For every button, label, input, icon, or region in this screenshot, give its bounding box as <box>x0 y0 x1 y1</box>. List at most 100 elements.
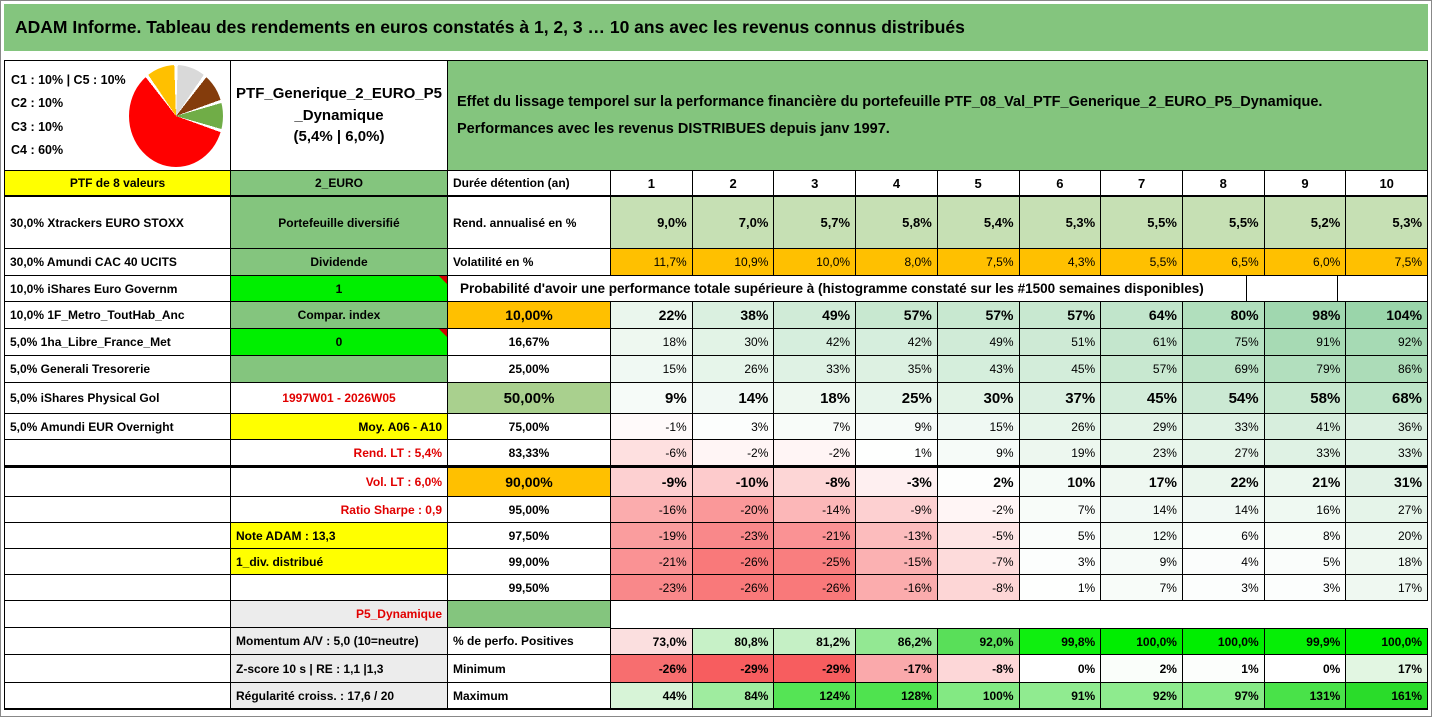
data-cell[interactable]: 57% <box>1101 356 1183 383</box>
row-header-cell[interactable]: Minimum <box>448 655 611 683</box>
data-cell[interactable]: 7% <box>774 414 857 440</box>
data-cell[interactable]: 3% <box>1264 575 1347 601</box>
row-header-cell[interactable]: Durée détention (an) <box>448 171 611 197</box>
holding-cell[interactable] <box>5 549 231 575</box>
data-cell[interactable]: 104% <box>1346 302 1429 329</box>
data-cell[interactable]: 8,0% <box>856 249 938 276</box>
holding-cell[interactable]: 5,0% Generali Tresorerie <box>5 356 231 383</box>
data-cell[interactable]: 18% <box>1346 549 1429 575</box>
data-cell[interactable]: -14% <box>774 497 857 523</box>
data-cell[interactable]: 4,3% <box>1019 249 1102 276</box>
data-cell[interactable]: -26% <box>692 549 775 575</box>
data-cell[interactable]: 131% <box>1264 683 1347 710</box>
data-cell[interactable]: 42% <box>856 329 938 356</box>
data-cell[interactable]: 54% <box>1182 383 1265 414</box>
label-cell[interactable]: Moy. A06 - A10 <box>231 414 448 440</box>
label-cell[interactable] <box>231 356 448 383</box>
data-cell[interactable]: -7% <box>937 549 1020 575</box>
data-cell[interactable]: 4% <box>1182 549 1265 575</box>
row-header-cell[interactable]: 75,00% <box>448 414 611 440</box>
row-header-cell[interactable]: 83,33% <box>448 440 611 466</box>
data-cell[interactable]: 86,2% <box>856 628 938 655</box>
data-cell[interactable]: 161% <box>1346 683 1429 710</box>
label-cell[interactable]: Dividende <box>231 249 448 276</box>
data-cell[interactable]: 33% <box>1264 440 1347 466</box>
data-cell[interactable]: 30% <box>692 329 775 356</box>
data-cell[interactable]: 26% <box>692 356 775 383</box>
data-cell[interactable]: 61% <box>1101 329 1183 356</box>
data-cell[interactable]: 97% <box>1182 683 1265 710</box>
label-cell[interactable] <box>231 575 448 601</box>
data-cell[interactable]: 57% <box>856 302 938 329</box>
data-cell[interactable]: -3% <box>856 466 938 497</box>
holding-cell[interactable] <box>5 523 231 549</box>
data-cell[interactable]: 22% <box>1182 466 1265 497</box>
data-cell[interactable]: 80,8% <box>692 628 775 655</box>
data-cell[interactable]: -13% <box>856 523 938 549</box>
data-cell[interactable]: 21% <box>1264 466 1347 497</box>
data-cell[interactable]: 27% <box>1182 440 1265 466</box>
description-cell[interactable]: Effet du lissage temporel sur la perform… <box>448 61 1428 171</box>
data-cell[interactable]: 11,7% <box>611 249 693 276</box>
data-cell[interactable]: 23% <box>1101 440 1183 466</box>
label-cell[interactable]: Momentum A/V : 5,0 (10=neutre) <box>231 628 448 655</box>
row-header-cell[interactable]: Volatilité en % <box>448 249 611 276</box>
year-header-cell[interactable]: 3 <box>774 171 857 197</box>
data-cell[interactable]: 99,8% <box>1019 628 1102 655</box>
sheet-title-cell[interactable]: ADAM Informe. Tableau des rendements en … <box>4 4 1428 51</box>
row-header-cell[interactable]: 10,00% <box>448 302 611 329</box>
data-cell[interactable]: -20% <box>692 497 775 523</box>
data-cell[interactable]: 3% <box>1019 549 1102 575</box>
data-cell[interactable]: 37% <box>1019 383 1102 414</box>
data-cell[interactable]: 22% <box>611 302 693 329</box>
data-cell[interactable]: 5,7% <box>774 197 857 249</box>
data-cell[interactable]: 38% <box>692 302 775 329</box>
label-cell[interactable]: Rend. LT : 5,4% <box>231 440 448 466</box>
data-cell[interactable]: 91% <box>1264 329 1347 356</box>
data-cell[interactable]: 7,5% <box>1346 249 1429 276</box>
data-cell[interactable]: 12% <box>1101 523 1183 549</box>
row-header-cell[interactable]: 95,00% <box>448 497 611 523</box>
label-cell[interactable]: Note ADAM : 13,3 <box>231 523 448 549</box>
data-cell[interactable]: 42% <box>774 329 857 356</box>
data-cell[interactable]: 58% <box>1264 383 1347 414</box>
data-cell[interactable]: 36% <box>1346 414 1429 440</box>
empty-cell[interactable] <box>1337 276 1428 302</box>
year-header-cell[interactable]: 10 <box>1346 171 1429 197</box>
data-cell[interactable]: -29% <box>692 655 775 683</box>
holding-cell[interactable] <box>5 683 231 710</box>
label-cell[interactable]: Vol. LT : 6,0% <box>231 466 448 497</box>
data-cell[interactable]: -26% <box>692 575 775 601</box>
data-cell[interactable]: 84% <box>692 683 775 710</box>
data-cell[interactable]: -19% <box>611 523 693 549</box>
holding-cell[interactable]: 5,0% iShares Physical Gol <box>5 383 231 414</box>
holding-cell[interactable]: 10,0% iShares Euro Governm <box>5 276 231 302</box>
data-cell[interactable]: -8% <box>937 655 1020 683</box>
data-cell[interactable]: 69% <box>1182 356 1265 383</box>
data-cell[interactable]: 7% <box>1019 497 1102 523</box>
data-cell[interactable]: 31% <box>1346 466 1429 497</box>
data-cell[interactable]: 64% <box>1101 302 1183 329</box>
data-cell[interactable]: 7% <box>1101 575 1183 601</box>
data-cell[interactable]: 68% <box>1346 383 1429 414</box>
data-cell[interactable]: -26% <box>611 655 693 683</box>
data-cell[interactable]: -21% <box>611 549 693 575</box>
data-cell[interactable]: 2% <box>1101 655 1183 683</box>
data-cell[interactable]: 18% <box>611 329 693 356</box>
data-cell[interactable]: 17% <box>1101 466 1183 497</box>
row-header-cell[interactable]: % de perfo. Positives <box>448 628 611 655</box>
data-cell[interactable]: 10,9% <box>692 249 775 276</box>
label-cell[interactable]: 1_div. distribué <box>231 549 448 575</box>
data-cell[interactable]: 14% <box>1101 497 1183 523</box>
data-cell[interactable]: 30% <box>937 383 1020 414</box>
row-header-cell[interactable]: Rend. annualisé en % <box>448 197 611 249</box>
data-cell[interactable]: 45% <box>1019 356 1102 383</box>
data-cell[interactable]: 79% <box>1264 356 1347 383</box>
data-cell[interactable]: -21% <box>774 523 857 549</box>
data-cell[interactable]: 124% <box>774 683 857 710</box>
label-cell[interactable]: Compar. index <box>231 302 448 329</box>
data-cell[interactable]: 14% <box>1182 497 1265 523</box>
row-header-cell[interactable]: Maximum <box>448 683 611 710</box>
data-cell[interactable]: 6% <box>1182 523 1265 549</box>
data-cell[interactable]: 1% <box>1182 655 1265 683</box>
